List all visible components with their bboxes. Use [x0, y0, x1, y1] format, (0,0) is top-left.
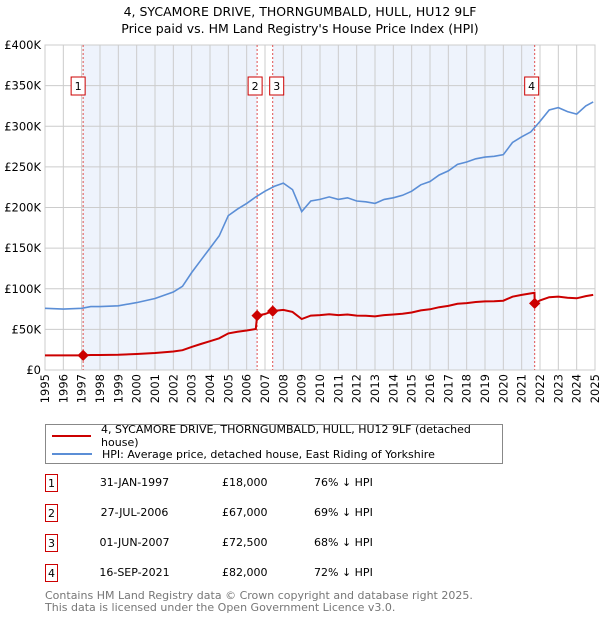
x-tick-label: 2021	[515, 374, 529, 403]
x-tick-label: 1996	[56, 374, 70, 403]
sale-row: 1 31-JAN-1997 £18,000 76% ↓ HPI	[45, 474, 445, 494]
sale-hpi-diff: 76% ↓ HPI	[314, 476, 373, 489]
legend-swatch-property	[52, 435, 92, 437]
sale-number: 2	[45, 504, 58, 522]
sale-point-2	[251, 309, 263, 322]
x-tick-label: 2016	[423, 374, 437, 403]
y-tick-label: £100K	[4, 282, 41, 296]
plot-border	[44, 44, 596, 371]
x-tick-label: 2012	[350, 374, 364, 403]
footer-copyright: Contains HM Land Registry data © Crown c…	[45, 589, 473, 602]
y-tick-label: £50K	[12, 322, 42, 336]
legend-label-hpi: HPI: Average price, detached house, East…	[102, 447, 435, 461]
sale-label-1: 1	[75, 80, 82, 93]
footer-licence: This data is licensed under the Open Gov…	[45, 601, 396, 614]
x-tick-label: 1995	[38, 374, 52, 403]
sale-number: 4	[45, 564, 58, 582]
legend-label-property: 4, SYCAMORE DRIVE, THORNGUMBALD, HULL, H…	[101, 423, 471, 449]
sale-price: £82,000	[222, 566, 268, 579]
y-tick-label: £0	[26, 363, 41, 377]
x-tick-label: 2000	[130, 374, 144, 403]
y-tick-label: £150K	[4, 241, 41, 255]
sale-label-box-3	[269, 76, 285, 96]
sale-point-3	[267, 305, 279, 317]
sale-date: 27-JUL-2006	[100, 506, 169, 519]
sale-row: 2 27-JUL-2006 £67,000 69% ↓ HPI	[45, 504, 445, 524]
x-tick-label: 1999	[111, 374, 125, 403]
sale-row: 3 01-JUN-2007 £72,500 68% ↓ HPI	[45, 534, 445, 554]
x-tick-label: 2018	[460, 374, 474, 403]
sale-price: £18,000	[222, 476, 268, 489]
x-tick-label: 2022	[533, 374, 547, 403]
x-tick-label: 2007	[258, 374, 272, 403]
sale-label-box-4	[524, 76, 540, 96]
x-tick-label: 2015	[405, 374, 419, 403]
x-tick-label: 2013	[368, 374, 382, 403]
x-tick-label: 2008	[276, 374, 290, 403]
x-tick-label: 1998	[93, 374, 107, 403]
x-tick-label: 2006	[240, 374, 254, 403]
x-tick-label: 2002	[166, 374, 180, 403]
y-tick-label: £300K	[4, 119, 41, 133]
y-tick-label: £200K	[4, 201, 41, 215]
sale-date: 16-SEP-2021	[99, 566, 170, 579]
sale-hpi-diff: 69% ↓ HPI	[314, 506, 373, 519]
x-tick-label: 2020	[496, 374, 510, 403]
sale-price: £67,000	[222, 506, 268, 519]
x-tick-label: 2017	[441, 374, 455, 403]
sale-label-4: 4	[528, 80, 535, 93]
x-tick-label: 2011	[331, 374, 345, 403]
sale-number: 3	[45, 534, 58, 552]
sale-hpi-diff: 68% ↓ HPI	[314, 536, 373, 549]
x-tick-label: 2009	[295, 374, 309, 403]
sale-number: 1	[45, 474, 58, 492]
sale-date: 01-JUN-2007	[99, 536, 170, 549]
sale-label-box-2	[247, 76, 263, 96]
sale-label-3: 3	[273, 80, 280, 93]
x-tick-label: 1997	[75, 374, 89, 403]
x-tick-label: 2014	[386, 374, 400, 403]
sale-price: £72,500	[222, 536, 268, 549]
x-tick-label: 2001	[148, 374, 162, 403]
hpi-line	[44, 101, 594, 310]
legend: 4, SYCAMORE DRIVE, THORNGUMBALD, HULL, H…	[45, 423, 503, 464]
x-tick-label: 2025	[588, 374, 600, 403]
x-tick-label: 2004	[203, 374, 217, 403]
chart-subtitle: Price paid vs. HM Land Registry's House …	[121, 21, 479, 36]
y-tick-label: £250K	[4, 160, 41, 174]
x-tick-label: 2005	[221, 374, 235, 403]
x-tick-label: 2010	[313, 374, 327, 403]
x-tick-label: 2003	[185, 374, 199, 403]
x-tick-label: 2019	[478, 374, 492, 403]
chart-title: 4, SYCAMORE DRIVE, THORNGUMBALD, HULL, H…	[123, 4, 477, 19]
sale-point-4	[529, 297, 541, 310]
sale-date: 31-JAN-1997	[99, 476, 170, 489]
legend-swatch-hpi	[52, 453, 92, 455]
y-tick-label: £350K	[4, 79, 41, 93]
sale-label-2: 2	[252, 80, 259, 93]
sale-row: 4 16-SEP-2021 £82,000 72% ↓ HPI	[45, 564, 445, 584]
property-price-line	[45, 291, 594, 357]
price-chart: 1995 1996 1997 1998 1999 2000 2001 2002 2003 2004…	[4, 38, 600, 403]
x-tick-label: 2024	[570, 374, 584, 403]
x-tick-label: 2023	[551, 374, 565, 403]
sale-hpi-diff: 72% ↓ HPI	[314, 566, 373, 579]
sale-label-box-1	[70, 76, 86, 96]
y-tick-label: £400K	[4, 38, 41, 52]
